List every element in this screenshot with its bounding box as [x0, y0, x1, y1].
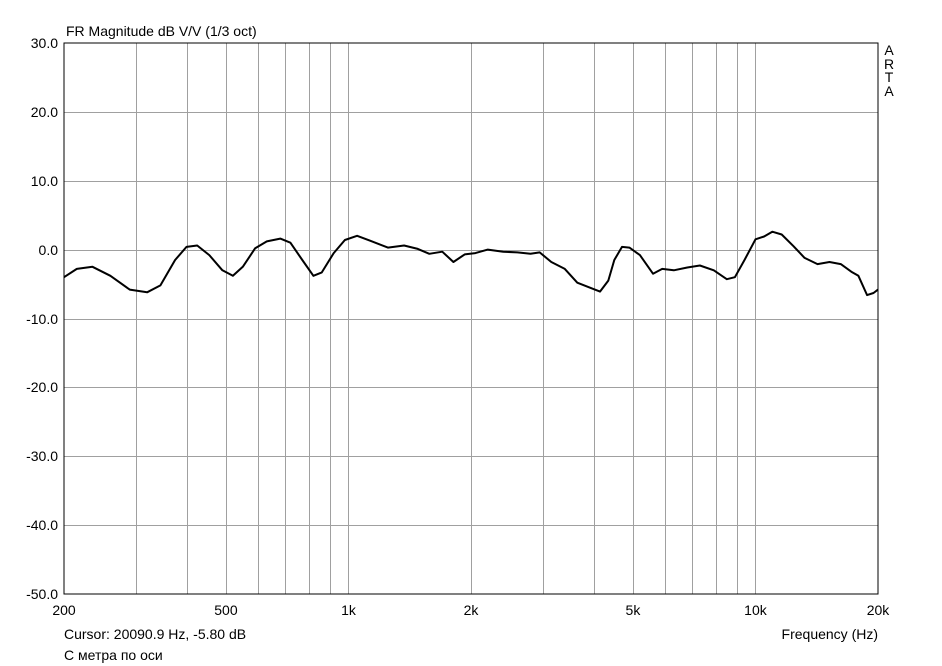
- grid-lines: [64, 43, 878, 594]
- y-tick-label: 30.0: [30, 35, 58, 51]
- watermark-letter: T: [884, 69, 894, 85]
- watermark-letter: A: [884, 82, 894, 99]
- x-tick-label: 2k: [463, 602, 479, 618]
- y-tick-label: -50.0: [26, 586, 58, 602]
- y-tick-label: -10.0: [26, 310, 58, 327]
- x-tick-label: 500: [214, 602, 238, 618]
- cursor-readout: Cursor: 20090.9 Hz, -5.80 dB: [64, 626, 247, 642]
- y-tick-label: 10.0: [30, 172, 58, 189]
- y-tick-label: 0.0: [38, 241, 58, 258]
- x-tick-label: 200: [52, 602, 76, 618]
- x-tick-label: 20k: [866, 602, 890, 618]
- x-tick-label: 5k: [625, 602, 641, 618]
- watermark-letter: R: [883, 55, 895, 72]
- watermark-letter: A: [884, 42, 894, 58]
- y-tick-label: -20.0: [26, 379, 58, 396]
- y-tick-label: 20.0: [30, 103, 58, 120]
- x-tick-label: 10k: [744, 602, 767, 618]
- arta-watermark: A R T A: [882, 42, 896, 99]
- plot-frame: [63, 42, 879, 595]
- chart-title: FR Magnitude dB V/V (1/3 oct): [66, 23, 257, 39]
- y-tick-label: -40.0: [26, 517, 58, 534]
- measurement-note: С метра по оси: [64, 647, 163, 663]
- x-tick-label: 1k: [341, 602, 356, 618]
- frequency-response-curve: [63, 230, 879, 297]
- y-tick-label: -30.0: [26, 448, 58, 465]
- x-axis-label: Frequency (Hz): [781, 626, 878, 642]
